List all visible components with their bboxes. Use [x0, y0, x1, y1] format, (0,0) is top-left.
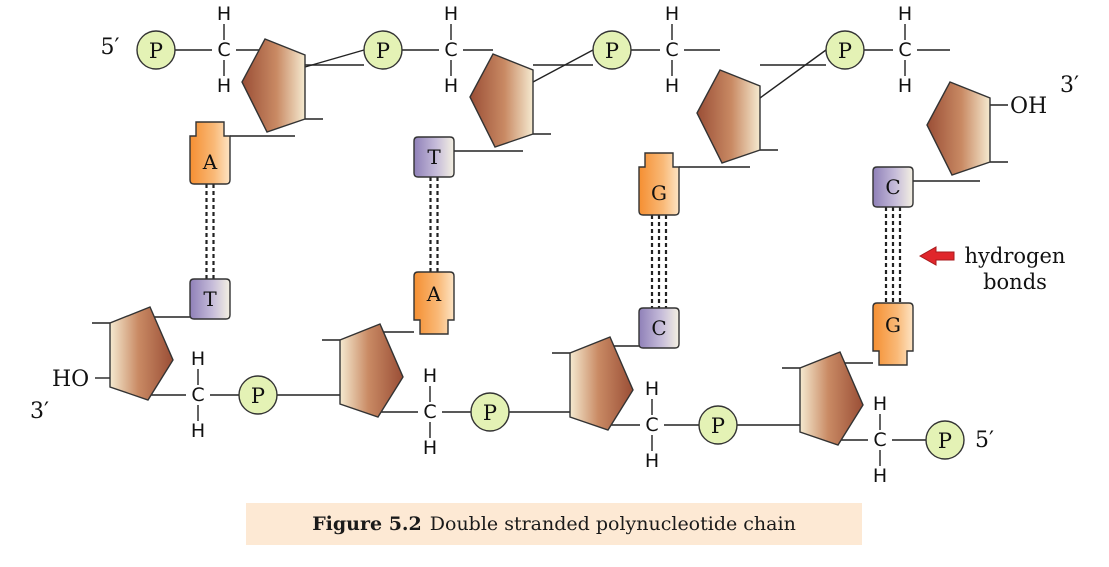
- base-top-t-letter: T: [427, 145, 441, 169]
- deoxyribose-sugar: [109, 306, 174, 401]
- base-bottom-c: [638, 307, 680, 349]
- deoxyribose-sugar: [469, 53, 534, 148]
- backbone-bond: [304, 49, 365, 68]
- base-top-c-letter: C: [885, 175, 900, 199]
- carbon-atom: C: [444, 39, 457, 61]
- base-bottom-t: [189, 278, 231, 320]
- hydrogen-atom: H: [645, 450, 659, 472]
- bottom-five-prime-label: 5′: [975, 428, 994, 453]
- top-three-prime-label: 3′: [1060, 73, 1079, 98]
- hydrogen-atom: H: [423, 365, 437, 387]
- phosphate-label: P: [376, 39, 390, 63]
- hydrogen-atom: H: [217, 3, 231, 25]
- base-top-a: [189, 121, 231, 185]
- carbon-atom: C: [665, 39, 678, 61]
- phosphate-label: P: [711, 414, 725, 438]
- deoxyribose-sugar: [799, 351, 864, 446]
- caption-figure-label: Figure 5.2: [312, 513, 422, 535]
- base-bottom-a-letter: A: [426, 282, 442, 306]
- hydrogen-atom: H: [191, 420, 205, 442]
- carbon-atom: C: [873, 429, 886, 451]
- bottom-ho-group: HO: [52, 367, 89, 392]
- carbon-atom: C: [645, 414, 658, 436]
- base-bottom-t-letter: T: [203, 287, 217, 311]
- hydrogen-atom: H: [217, 75, 231, 97]
- phosphate-label: P: [938, 429, 952, 453]
- annotation-bonds: bonds: [983, 270, 1047, 294]
- caption-text: Double stranded polynucleotide chain: [429, 513, 796, 535]
- hydrogen-atom: H: [873, 465, 887, 487]
- base-bottom-a: [413, 271, 455, 335]
- figure-caption: Figure 5.2 Double stranded polynucleotid…: [246, 503, 862, 545]
- backbone-bond: [759, 49, 827, 99]
- deoxyribose-sugar: [569, 336, 634, 431]
- phosphate-circle: [698, 405, 738, 445]
- hydrogen-atom: H: [444, 75, 458, 97]
- hydrogen-atom: H: [665, 3, 679, 25]
- deoxyribose-sugar: [926, 81, 991, 176]
- phosphate-label: P: [605, 39, 619, 63]
- base-top-c: [872, 166, 914, 208]
- top-oh-group: OH: [1010, 94, 1047, 119]
- phosphate-label: P: [251, 384, 265, 408]
- deoxyribose-sugar: [339, 323, 404, 418]
- hydrogen-atom: H: [645, 378, 659, 400]
- carbon-atom: C: [898, 39, 911, 61]
- carbon-atom: C: [217, 39, 230, 61]
- base-top-g: [638, 152, 680, 216]
- carbon-atom: C: [423, 401, 436, 423]
- base-bottom-g: [872, 302, 914, 366]
- five-prime-label: 5′: [101, 35, 120, 60]
- hydrogen-atom: H: [665, 75, 679, 97]
- hydrogen-atom: H: [873, 393, 887, 415]
- phosphate-circle: [470, 392, 510, 432]
- hydrogen-atom: H: [444, 3, 458, 25]
- base-bottom-g-letter: G: [885, 313, 901, 337]
- deoxyribose-sugar: [241, 38, 306, 133]
- bottom-three-prime-label: 3′: [30, 399, 49, 424]
- backbone-bond: [532, 49, 594, 83]
- annotation-hydrogen: hydrogen: [965, 244, 1066, 268]
- deoxyribose-sugar: [696, 69, 761, 164]
- base-top-g-letter: G: [651, 181, 667, 205]
- phosphate-circle: [136, 30, 176, 70]
- phosphate-circle: [592, 30, 632, 70]
- hydrogen-atom: H: [423, 437, 437, 459]
- phosphate-label: P: [838, 39, 852, 63]
- carbon-atom: C: [191, 384, 204, 406]
- base-top-a-letter: A: [202, 150, 218, 174]
- hydrogen-atom: H: [898, 3, 912, 25]
- phosphate-label: P: [483, 401, 497, 425]
- red-arrow-icon: [918, 246, 955, 266]
- phosphate-circle: [363, 30, 403, 70]
- base-top-t: [413, 136, 455, 178]
- phosphate-circle: [238, 375, 278, 415]
- phosphate-circle: [825, 30, 865, 70]
- phosphate-label: P: [149, 39, 163, 63]
- hydrogen-atom: H: [898, 75, 912, 97]
- phosphate-circle: [925, 420, 965, 460]
- hydrogen-atom: H: [191, 348, 205, 370]
- base-bottom-c-letter: C: [651, 316, 666, 340]
